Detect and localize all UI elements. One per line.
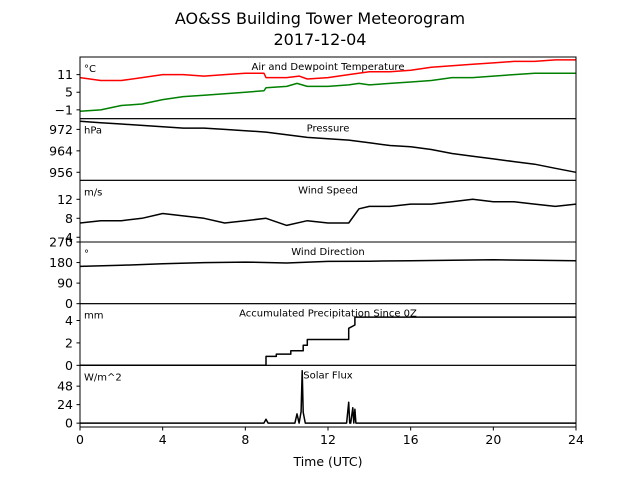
y-tick-label: 4	[65, 313, 73, 328]
y-tick-label: 0	[65, 296, 73, 311]
unit-label: mm	[84, 311, 103, 322]
x-tick-label: 16	[403, 432, 419, 447]
unit-label: m/s	[84, 187, 102, 198]
x-tick-label: 8	[241, 432, 249, 447]
y-tick-label: 90	[57, 276, 73, 291]
y-tick-label: 964	[49, 143, 73, 158]
panel-0: −1 5 11 Air and Dewpoint Temperature °C	[55, 56, 577, 120]
series-line-4-0	[80, 316, 576, 367]
panel-title: Pressure	[307, 124, 350, 135]
y-tick-label: 2	[65, 335, 73, 350]
unit-label: °C	[84, 64, 96, 75]
series-line-0-0	[79, 59, 576, 82]
panel-3: 0 90 180 270 Wind Direction °	[49, 235, 577, 311]
panel-title: Accumulated Precipitation Since 0Z	[239, 309, 417, 320]
y-tick-label: 11	[57, 67, 73, 82]
y-tick-label: 956	[49, 165, 73, 180]
y-tick-label: 12	[57, 192, 73, 207]
series-line-2-0	[79, 198, 577, 227]
series-line-3-0	[79, 259, 577, 268]
panel-title: Solar Flux	[303, 370, 353, 381]
panels: −1 5 11 Air and Dewpoint Temperature °C 956 96…	[49, 56, 577, 431]
series-line-5-0	[80, 369, 576, 424]
x-tick-label: 20	[485, 432, 501, 447]
y-tick-label: −1	[55, 102, 73, 117]
unit-label: W/m^2	[84, 372, 122, 383]
panel-title: Wind Speed	[298, 185, 358, 196]
y-tick-label: 8	[65, 211, 73, 226]
y-tick-label: 270	[49, 235, 73, 250]
x-tick-label: 24	[568, 432, 584, 447]
x-tick-label: 0	[76, 432, 84, 447]
y-tick-label: 0	[65, 416, 73, 431]
panel-5: 0 24 48 Solar Flux W/m^2	[57, 364, 577, 431]
y-tick-label: 972	[49, 122, 73, 137]
series-line-1-0	[79, 120, 577, 174]
x-tick-label: 4	[159, 432, 167, 447]
panel-title: Air and Dewpoint Temperature	[252, 62, 405, 73]
y-tick-label: 180	[49, 255, 73, 270]
unit-label: hPa	[84, 126, 102, 137]
series-line-0-1	[79, 72, 576, 113]
x-axis: 0 4 8 12 16 20 24	[76, 427, 584, 447]
x-axis-label: Time (UTC)	[292, 454, 362, 469]
panel-4: 0 2 4 Accumulated Precipitation Since 0Z mm	[65, 303, 577, 373]
y-tick-label: 48	[57, 379, 73, 394]
x-tick-label: 12	[320, 432, 336, 447]
y-tick-label: 24	[57, 397, 73, 412]
panel-title: Wind Direction	[291, 247, 365, 258]
unit-label: °	[84, 249, 89, 260]
y-tick-label: 4	[65, 230, 73, 245]
figure-title: AO&SS Building Tower Meteorogram	[175, 9, 465, 28]
y-tick-label: 0	[65, 358, 73, 373]
y-tick-label: 5	[65, 85, 73, 100]
panel-1: 956 964 972 Pressure hPa	[49, 118, 577, 181]
figure-date: 2017-12-04	[274, 30, 367, 49]
panel-2: 4 8 12 Wind Speed m/s	[57, 179, 577, 245]
